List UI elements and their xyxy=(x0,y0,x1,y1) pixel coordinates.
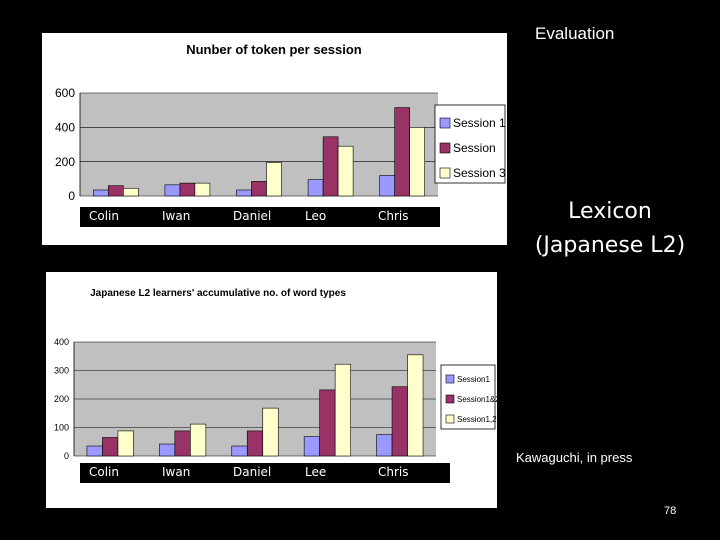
chart1-legend-swatch-1 xyxy=(439,117,451,129)
chart1-y-tick-label: 0 xyxy=(68,189,75,203)
chart1-bar-3-2 xyxy=(194,182,211,197)
strip2-name-1: Colin xyxy=(89,465,119,479)
token-chart-svg: Nunber of token per session 0 200 400 600 Ses… xyxy=(55,42,506,203)
word-types-chart-svg: Japanese L2 learners' accumulative no. o… xyxy=(54,288,497,461)
chart2-y-tick-label: 400 xyxy=(54,337,69,347)
chart2-y-tick-label: 100 xyxy=(54,423,69,433)
chart2-y-tick-label: 0 xyxy=(64,451,69,461)
strip2-name-4: Lee xyxy=(305,465,327,479)
chart2-bar-3-1 xyxy=(117,430,134,457)
chart1-bar-1-4 xyxy=(307,179,324,197)
slide-title: Evaluation xyxy=(535,24,615,43)
chart1-legend-label-3: Session 3 xyxy=(453,166,506,180)
chart1-bar-2-4 xyxy=(322,136,339,197)
lexicon-heading-line1: Lexicon xyxy=(568,199,652,224)
lexicon-heading: Lexicon (Japanese L2) xyxy=(520,195,700,263)
strip2-name-5: Chris xyxy=(378,465,409,479)
chart2-bar-3-5 xyxy=(407,354,424,457)
chart1-legend-swatch-3 xyxy=(439,167,451,179)
chart1-y-tick-label: 400 xyxy=(55,121,75,135)
chart2-bar-1-2 xyxy=(159,443,176,457)
chart1-bar-1-5 xyxy=(379,175,396,197)
learner-names-strip-1: Colin Iwan Daniel Leo Chris xyxy=(80,207,440,227)
chart1-y-tick-label: 200 xyxy=(55,155,75,169)
chart2-bar-2-1 xyxy=(102,437,119,457)
chart1-bar-3-5 xyxy=(409,127,426,197)
chart2-y-tick-label: 200 xyxy=(54,394,69,404)
learner-names-strip-2: Colin Iwan Daniel Lee Chris xyxy=(80,463,450,483)
chart1-bar-1-3 xyxy=(236,189,252,197)
chart1-title: Nunber of token per session xyxy=(186,42,362,57)
page-number: 78 xyxy=(664,505,677,517)
chart1-bar-2-2 xyxy=(179,182,196,197)
chart2-bar-1-4 xyxy=(303,436,320,457)
chart2-legend-label-3: Session1,2&3 xyxy=(457,415,497,424)
chart2-title: Japanese L2 learners' accumulative no. o… xyxy=(90,288,346,299)
chart1-bar-2-3 xyxy=(251,181,267,197)
chart1-legend-label-1: Session 1 xyxy=(453,116,506,130)
chart2-bar-3-3 xyxy=(262,407,279,457)
chart2-bar-1-3 xyxy=(231,445,248,457)
chart2-bar-2-4 xyxy=(319,389,336,457)
chart2-bar-2-2 xyxy=(174,430,191,457)
chart2-bar-1-1 xyxy=(86,445,103,457)
strip2-name-3: Daniel xyxy=(233,465,272,479)
citation: Kawaguchi, in press xyxy=(516,450,633,465)
chart1-bar-1-1 xyxy=(92,189,109,197)
chart1-plot-area xyxy=(80,93,438,196)
chart1-bar-3-4 xyxy=(337,145,354,197)
strip1-name-3: Daniel xyxy=(233,209,272,223)
chart2-legend-label-1: Session1 xyxy=(457,375,490,384)
chart2-bar-2-5 xyxy=(391,386,408,457)
chart1-legend-swatch-2 xyxy=(439,142,451,154)
chart2-legend-swatch-1 xyxy=(445,374,455,384)
lexicon-heading-line2: (Japanese L2) xyxy=(534,233,686,258)
strip1-name-5: Chris xyxy=(378,209,409,223)
chart1-y-tick-label: 600 xyxy=(55,86,75,100)
chart2-bar-3-2 xyxy=(190,423,207,457)
strip2-name-2: Iwan xyxy=(162,465,191,479)
chart1-bar-1-2 xyxy=(164,184,181,197)
chart1-bar-2-1 xyxy=(108,185,124,197)
strip1-name-4: Leo xyxy=(305,209,327,223)
chart2-legend-swatch-2 xyxy=(445,394,455,404)
chart2-bar-3-4 xyxy=(334,363,351,457)
chart1-bar-3-1 xyxy=(123,187,139,197)
chart2-y-tick-label: 300 xyxy=(54,366,69,376)
chart2-bar-2-3 xyxy=(246,430,264,457)
strip1-name-1: Colin xyxy=(89,209,119,223)
chart2-bar-1-5 xyxy=(376,434,393,457)
chart1-bar-2-5 xyxy=(394,107,411,197)
chart2-legend-label-2: Session1&2 xyxy=(457,395,497,404)
chart1-bar-3-3 xyxy=(266,162,282,197)
strip1-name-2: Iwan xyxy=(162,209,191,223)
chart2-legend-swatch-3 xyxy=(445,414,455,424)
chart1-legend-label-2: Session xyxy=(453,141,496,155)
